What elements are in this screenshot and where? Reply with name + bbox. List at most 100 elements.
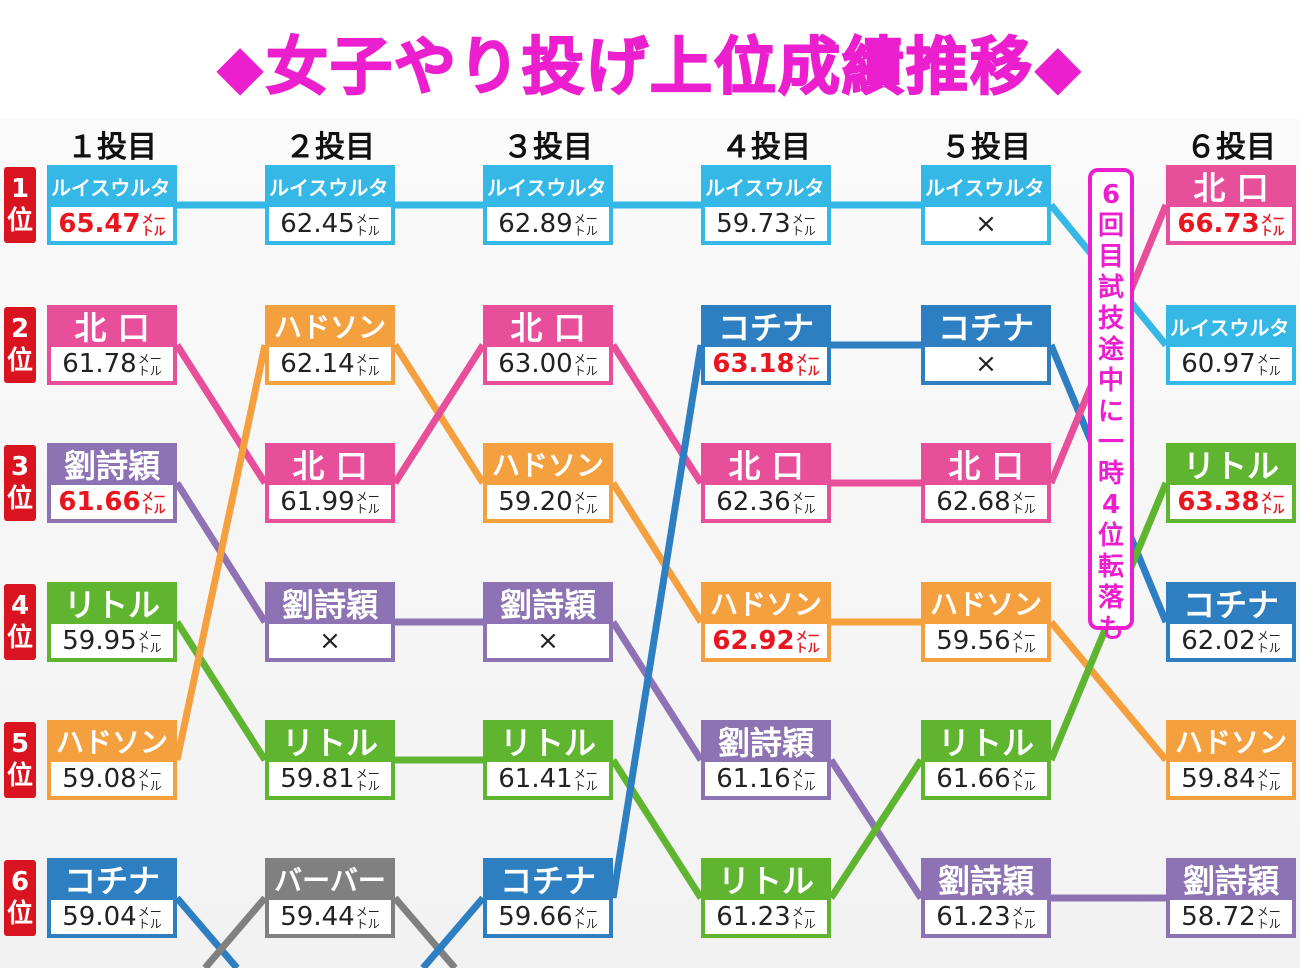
mark-unit: メー トル bbox=[573, 211, 598, 238]
mark-value: 59.04 メー トル bbox=[51, 900, 173, 934]
connector-line bbox=[174, 620, 268, 762]
chart-title: ◆女子やり投げ上位成績推移◆ bbox=[0, 22, 1300, 112]
mark-number: 59.56 bbox=[936, 626, 1011, 656]
athlete-name: 北 口 bbox=[1170, 169, 1292, 207]
mark-value: 59.81 メー トル bbox=[269, 762, 391, 796]
result-card: 劉詩穎 58.72 メー トル bbox=[1166, 858, 1296, 938]
mark-value: × bbox=[925, 347, 1047, 381]
athlete-name: コチナ bbox=[487, 862, 609, 900]
connector-line bbox=[173, 344, 269, 761]
athlete-name: リトル bbox=[51, 586, 173, 624]
connector-line bbox=[392, 895, 458, 968]
mark-value: 63.18 メー トル bbox=[705, 347, 827, 381]
round-header: ６投目 bbox=[1186, 130, 1276, 165]
mark-value: 63.38 メー トル bbox=[1170, 485, 1292, 519]
rank-number: 5 bbox=[10, 729, 30, 759]
result-card: 北 口 61.78 メー トル bbox=[47, 305, 177, 385]
title-diamond-right: ◆ bbox=[1034, 30, 1084, 103]
mark-value: × bbox=[487, 624, 609, 658]
round-header: ５投目 bbox=[941, 130, 1031, 165]
mark-value: 60.97 メー トル bbox=[1170, 347, 1292, 381]
mark-number: 62.68 bbox=[936, 487, 1011, 517]
mark-value: 59.44 メー トル bbox=[269, 900, 391, 934]
title-text: 女子やり投げ上位成績推移 bbox=[265, 29, 1034, 104]
rank-suffix: 位 bbox=[6, 899, 33, 929]
mark-number: 61.66 bbox=[58, 487, 141, 517]
result-card: コチナ 63.18 メー トル bbox=[701, 305, 831, 385]
mark-value: 61.66 メー トル bbox=[51, 485, 173, 519]
mark-number: 60.97 bbox=[1181, 349, 1256, 379]
mark-value: 61.78 メー トル bbox=[51, 347, 173, 381]
mark-value: 66.73 メー トル bbox=[1170, 207, 1292, 241]
result-card: 劉詩穎 61.16 メー トル bbox=[701, 720, 831, 800]
athlete-name: 北 口 bbox=[269, 447, 391, 485]
mark-number: 61.78 bbox=[62, 349, 137, 379]
result-card: リトル 59.95 メー トル bbox=[47, 582, 177, 662]
result-card: 北 口 62.36 メー トル bbox=[701, 443, 831, 523]
mark-value: 65.47 メー トル bbox=[51, 207, 173, 241]
athlete-name: バーバー bbox=[269, 862, 391, 900]
mark-unit: メー トル bbox=[141, 211, 166, 238]
mark-unit: メー トル bbox=[1260, 211, 1285, 238]
mark-value: 58.72 メー トル bbox=[1170, 900, 1292, 934]
athlete-name: 北 口 bbox=[51, 309, 173, 347]
mark-unit: メー トル bbox=[1256, 628, 1281, 655]
result-card: ルイスウルタド× bbox=[921, 165, 1051, 245]
result-card: ハドソン 62.92 メー トル bbox=[701, 582, 831, 662]
mark-value: × bbox=[269, 624, 391, 658]
mark-unit: メー トル bbox=[791, 211, 816, 238]
note-char: 時 bbox=[1097, 459, 1124, 489]
connector-line bbox=[828, 758, 924, 900]
mark-number: 61.16 bbox=[716, 764, 791, 794]
mark-unit: メー トル bbox=[795, 628, 820, 655]
athlete-name: 北 口 bbox=[705, 447, 827, 485]
result-card: 北 口 66.73 メー トル bbox=[1166, 165, 1296, 245]
mark-unit: メー トル bbox=[1011, 489, 1036, 516]
athlete-name: 劉詩穎 bbox=[925, 862, 1047, 900]
result-card: バーバー 59.44 メー トル bbox=[265, 858, 395, 938]
athlete-name: ハドソン bbox=[51, 724, 173, 762]
mark-number: 59.95 bbox=[62, 626, 137, 656]
note-char: 6 bbox=[1101, 180, 1121, 210]
mark-unit: メー トル bbox=[355, 351, 380, 378]
mark-unit: メー トル bbox=[573, 904, 598, 931]
mark-unit: メー トル bbox=[795, 351, 820, 378]
mark-number: 63.00 bbox=[498, 349, 573, 379]
note-char: 技 bbox=[1097, 304, 1124, 334]
athlete-name: ハドソン bbox=[487, 447, 609, 485]
rank-suffix: 位 bbox=[6, 623, 33, 653]
note-char: に bbox=[1097, 397, 1124, 427]
mark-number: 59.73 bbox=[716, 209, 791, 239]
mark-number: 59.20 bbox=[498, 487, 573, 517]
note-char: 転 bbox=[1097, 552, 1124, 582]
athlete-name: ハドソン bbox=[925, 586, 1047, 624]
result-card: リトル 63.38 メー トル bbox=[1166, 443, 1296, 523]
note-char: 試 bbox=[1097, 273, 1124, 303]
result-card: 北 口 62.68 メー トル bbox=[921, 443, 1051, 523]
mark-value: 59.95 メー トル bbox=[51, 624, 173, 658]
result-card: 劉詩穎 61.23 メー トル bbox=[921, 858, 1051, 938]
result-card: リトル 61.23 メー トル bbox=[701, 858, 831, 938]
mark-value: 62.36 メー トル bbox=[705, 485, 827, 519]
athlete-name: 劉詩穎 bbox=[705, 724, 827, 762]
round-header: ２投目 bbox=[285, 130, 375, 165]
mark-unit: メー トル bbox=[1011, 904, 1036, 931]
athlete-name: ハドソン bbox=[269, 309, 391, 347]
mark-value: 61.16 メー トル bbox=[705, 762, 827, 796]
connector-line bbox=[610, 758, 704, 900]
mark-number: 59.08 bbox=[62, 764, 137, 794]
athlete-name: 北 口 bbox=[925, 447, 1047, 485]
note-char: 中 bbox=[1097, 366, 1124, 396]
athlete-name: 劉詩穎 bbox=[269, 586, 391, 624]
mark-number: 58.72 bbox=[1181, 902, 1256, 932]
mark-number: 61.41 bbox=[498, 764, 573, 794]
mark-value: 59.56 メー トル bbox=[925, 624, 1047, 658]
mark-unit: メー トル bbox=[1256, 351, 1281, 378]
rank-number: 3 bbox=[10, 452, 30, 482]
